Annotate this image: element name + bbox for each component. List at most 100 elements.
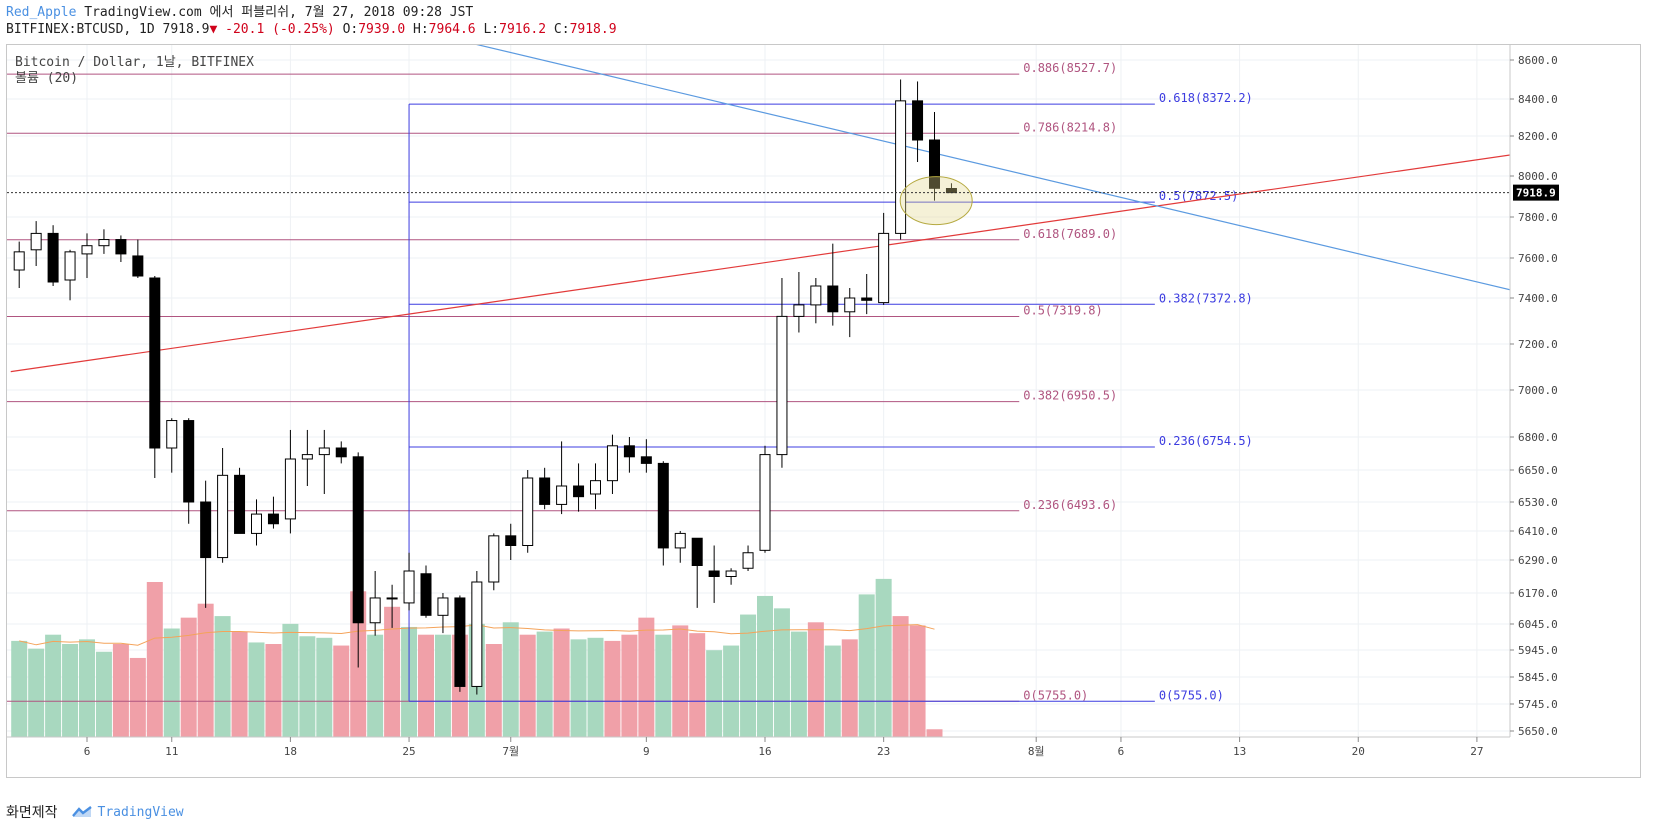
open-value: 7939.0 bbox=[358, 22, 406, 37]
candle-body bbox=[284, 458, 296, 520]
candle-body bbox=[505, 535, 517, 547]
x-tick-label: 27 bbox=[1470, 745, 1483, 758]
y-tick-label: 6650.0 bbox=[1518, 464, 1558, 477]
candle-body bbox=[912, 100, 924, 141]
candle-body bbox=[742, 552, 754, 569]
candle-body bbox=[217, 474, 229, 559]
x-tick-label: 23 bbox=[877, 745, 890, 758]
candle-body bbox=[166, 420, 178, 449]
fib1-level-label: 0.618(7689.0) bbox=[1023, 227, 1117, 241]
volume-bar bbox=[367, 634, 384, 737]
x-tick-label: 11 bbox=[165, 745, 178, 758]
fib1-level-label: 0(5755.0) bbox=[1023, 688, 1088, 702]
candle-body bbox=[132, 255, 144, 277]
volume-bar bbox=[485, 644, 502, 737]
y-tick-label: 6530.0 bbox=[1518, 496, 1558, 509]
candle-body bbox=[861, 297, 873, 301]
x-tick-label: 16 bbox=[758, 745, 771, 758]
chart-frame[interactable]: 0.886(8527.7) 0.786(8214.8) 0.618(7689.0) 0… bbox=[6, 44, 1641, 778]
candle-body bbox=[149, 277, 161, 449]
candle-body bbox=[267, 513, 279, 525]
candle-body bbox=[98, 239, 110, 247]
x-tick-label: 6 bbox=[1118, 745, 1125, 758]
y-tick-label: 7600.0 bbox=[1518, 252, 1558, 265]
header-line-1: Red_Apple TradingView.com 에서 퍼블리쉬, 7월 27… bbox=[6, 4, 617, 21]
y-tick-label: 6800.0 bbox=[1518, 431, 1558, 444]
tradingview-brand[interactable]: TradingView bbox=[71, 805, 184, 820]
candle-body bbox=[522, 477, 534, 546]
candle-body bbox=[590, 480, 601, 495]
volume-bar bbox=[570, 639, 587, 737]
x-tick-label: 20 bbox=[1352, 745, 1365, 758]
candle-body bbox=[556, 485, 568, 505]
y-tick-label: 7000.0 bbox=[1518, 384, 1558, 397]
volume-bar bbox=[757, 595, 773, 737]
symbol-info: BITFINEX:BTCUSD, 1D 7918.9 bbox=[6, 22, 210, 37]
volume-bar bbox=[79, 639, 95, 737]
high-label: H: bbox=[413, 22, 429, 37]
volume-bar bbox=[824, 645, 841, 737]
candle-body bbox=[708, 570, 720, 577]
high-value: 7964.6 bbox=[428, 22, 476, 37]
fib2-level-label: 0.236(6754.5) bbox=[1159, 434, 1253, 448]
candle-body bbox=[251, 513, 262, 534]
y-tick-label: 7200.0 bbox=[1518, 338, 1558, 351]
candle-body bbox=[81, 245, 93, 255]
x-tick-label: 18 bbox=[284, 745, 297, 758]
candle-body bbox=[234, 474, 246, 534]
made-with-text: 화면제작 bbox=[6, 805, 58, 821]
candle-body bbox=[810, 285, 822, 306]
footer: 화면제작 TradingView bbox=[6, 802, 184, 822]
x-tick-label: 9 bbox=[643, 745, 650, 758]
volume-bar bbox=[265, 644, 282, 737]
chart-header: Red_Apple TradingView.com 에서 퍼블리쉬, 7월 27… bbox=[6, 4, 617, 38]
x-tick-label: 13 bbox=[1233, 745, 1246, 758]
red-uptrend-line bbox=[10, 154, 1510, 373]
volume-bar bbox=[95, 651, 112, 737]
volume-bar bbox=[740, 614, 757, 737]
candle-body bbox=[640, 456, 652, 464]
y-tick-label: 7400.0 bbox=[1518, 292, 1558, 305]
fib2-level-label: 0.618(8372.2) bbox=[1159, 91, 1253, 105]
price-chart[interactable]: 0.886(8527.7) 0.786(8214.8) 0.618(7689.0) 0… bbox=[7, 45, 1642, 779]
last-price-badge bbox=[1513, 184, 1559, 201]
y-tick-label: 6410.0 bbox=[1518, 525, 1558, 538]
fib2-level-label: 0(5755.0) bbox=[1159, 688, 1224, 702]
candle-body bbox=[539, 477, 551, 505]
close-label: C: bbox=[553, 22, 570, 37]
x-tick-label: 8월 bbox=[1028, 745, 1045, 758]
candle-body bbox=[318, 447, 330, 456]
y-tick-label: 6170.0 bbox=[1518, 587, 1558, 600]
volume-bar bbox=[672, 625, 689, 737]
candle-body bbox=[759, 454, 771, 551]
volume-bar bbox=[316, 637, 333, 737]
close-value: 7918.9 bbox=[569, 22, 617, 37]
volume-bar bbox=[112, 644, 129, 737]
candle-body bbox=[403, 570, 415, 604]
candle-body bbox=[200, 501, 212, 559]
volume-bar bbox=[231, 631, 248, 737]
x-tick-label: 6 bbox=[84, 745, 91, 758]
y-tick-label: 5745.0 bbox=[1518, 698, 1558, 711]
tradingview-logo-icon bbox=[71, 806, 92, 817]
candle-body bbox=[115, 239, 127, 255]
candle-body bbox=[623, 445, 635, 458]
candle-body bbox=[64, 251, 76, 281]
volume-bar bbox=[418, 634, 434, 737]
y-tick-label: 8600.0 bbox=[1518, 54, 1558, 67]
candle-body bbox=[844, 297, 856, 313]
volume-bar bbox=[638, 617, 655, 737]
blue-downtrend-line bbox=[476, 45, 1510, 291]
fib1-level-label: 0.786(8214.8) bbox=[1023, 120, 1117, 134]
y-tick-label: 5845.0 bbox=[1518, 671, 1558, 684]
volume-bar bbox=[333, 645, 350, 737]
candle-body bbox=[454, 597, 466, 687]
volume-bar bbox=[214, 616, 231, 737]
y-tick-label: 8400.0 bbox=[1518, 93, 1558, 106]
author-link[interactable]: Red_Apple bbox=[6, 5, 77, 20]
candle-body bbox=[47, 232, 59, 283]
fib1-level-label: 0.886(8527.7) bbox=[1023, 61, 1117, 75]
legend-title: Bitcoin / Dollar, 1날, BITFINEX bbox=[15, 55, 254, 70]
highlight-ellipse bbox=[899, 176, 973, 226]
candle-body bbox=[420, 573, 432, 616]
